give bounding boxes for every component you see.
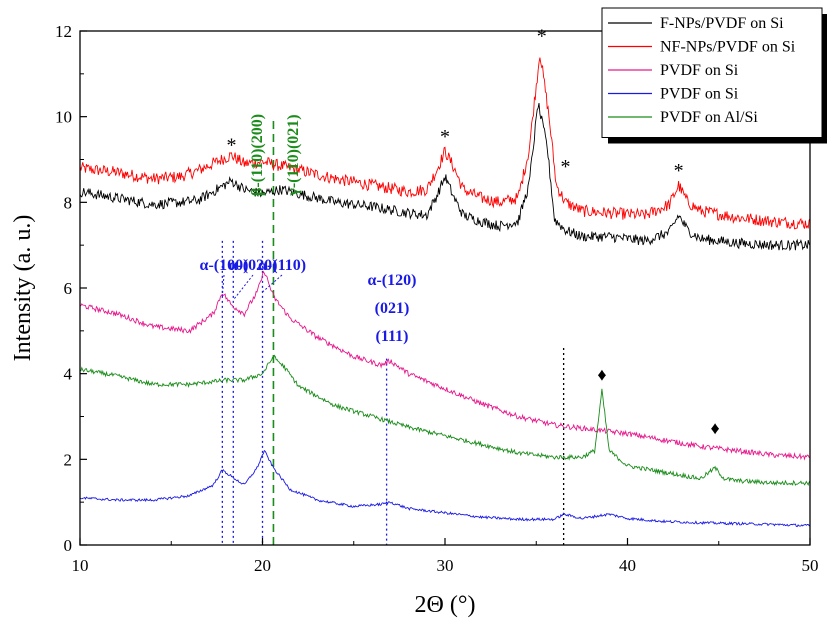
peak-annotation: α-(120) bbox=[368, 272, 417, 289]
series-layer bbox=[79, 57, 811, 528]
peak-annotation: α-(110) bbox=[258, 257, 306, 274]
annotations: β-(110)(200) γ-(110)(021)α-(100)α-(020)α-… bbox=[200, 114, 417, 345]
legend-box bbox=[601, 7, 823, 138]
asterisk-marker: * bbox=[440, 126, 450, 148]
legend: F-NPs/PVDF on Si NF-NPs/PVDF on Si PVDF on… bbox=[601, 7, 827, 144]
y-tick-label: 12 bbox=[55, 22, 72, 41]
x-tick-label: 40 bbox=[619, 556, 636, 575]
series-line bbox=[79, 57, 811, 230]
y-tick-label: 2 bbox=[64, 450, 73, 469]
x-tick-label: 50 bbox=[802, 556, 819, 575]
asterisk-marker: * bbox=[560, 156, 570, 178]
series-line bbox=[79, 103, 811, 252]
y-tick-label: 4 bbox=[64, 365, 73, 384]
legend-entry: PVDF on Al/Si bbox=[660, 109, 758, 126]
axis-ticks: 10 20 30 40 50 0 2 4 6 8 10 12 bbox=[55, 22, 819, 575]
annotation-leader bbox=[221, 274, 225, 297]
y-tick-label: 8 bbox=[64, 193, 73, 212]
y-tick-label: 6 bbox=[64, 279, 73, 298]
diamond-marker: ♦ bbox=[711, 418, 720, 438]
peak-annotation: β-(110)(200) bbox=[249, 114, 266, 196]
y-tick-label: 10 bbox=[55, 108, 72, 127]
legend-entry: PVDF on Si bbox=[660, 86, 739, 103]
legend-entry: NF-NPs/PVDF on Si bbox=[660, 39, 796, 56]
peak-markers: * * * * * ♦ ♦ bbox=[226, 25, 719, 438]
peak-annotation: (111) bbox=[376, 328, 409, 345]
asterisk-marker: * bbox=[537, 25, 547, 47]
series-line bbox=[79, 354, 811, 487]
x-tick-label: 30 bbox=[437, 556, 454, 575]
x-axis-title: 2Θ (°) bbox=[415, 592, 476, 618]
peak-annotation: α-(100) bbox=[200, 257, 249, 274]
series-line bbox=[79, 270, 811, 461]
y-tick-label: 0 bbox=[64, 536, 73, 555]
annotation-leader bbox=[262, 274, 283, 293]
x-tick-label: 10 bbox=[72, 556, 89, 575]
asterisk-marker: * bbox=[674, 160, 684, 182]
diamond-marker: ♦ bbox=[597, 365, 606, 385]
peak-annotation: α-(020) bbox=[229, 257, 278, 274]
y-axis-title: Intensity (a. u.) bbox=[10, 215, 36, 362]
peak-annotation: (021) bbox=[375, 300, 410, 317]
legend-entry: F-NPs/PVDF on Si bbox=[660, 15, 784, 32]
annotation-leader bbox=[232, 274, 254, 301]
asterisk-marker: * bbox=[226, 135, 236, 157]
peak-annotation: γ-(110)(021) bbox=[285, 114, 302, 196]
x-tick-label: 20 bbox=[254, 556, 271, 575]
legend-entry: PVDF on Si bbox=[660, 62, 739, 79]
series-line bbox=[79, 449, 811, 528]
